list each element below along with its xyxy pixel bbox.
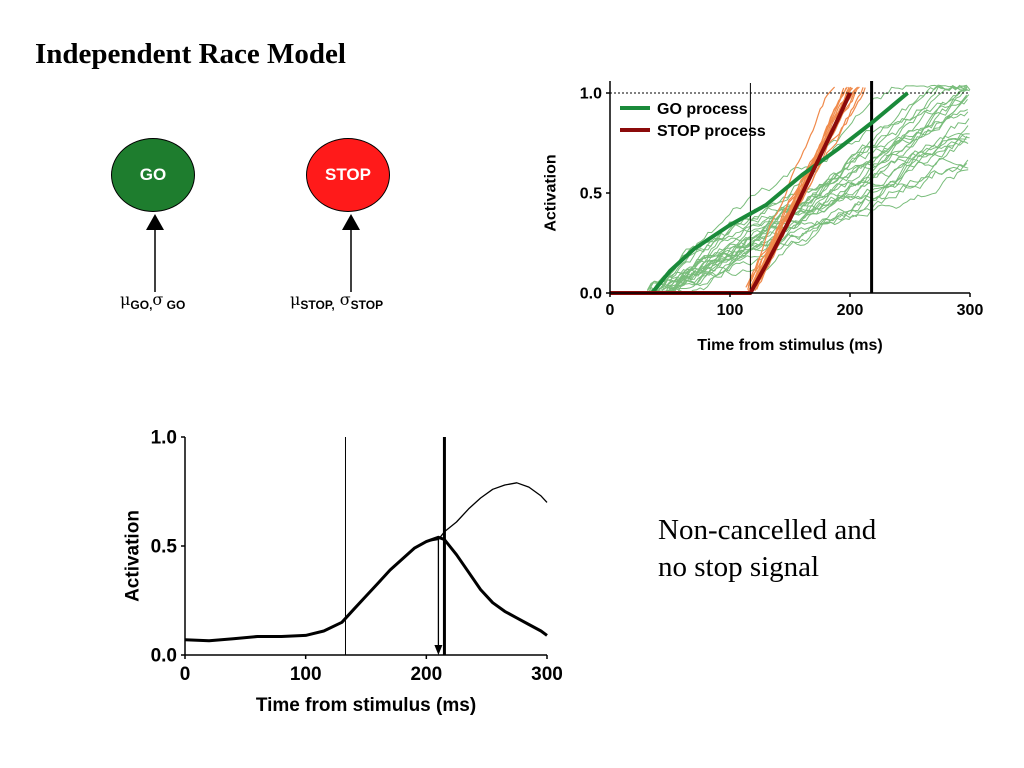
stop-input-arrow [342,214,360,292]
condition-note-line-2: no stop signal [658,551,820,583]
divergence-arrow [434,539,443,655]
go-trial-trace [657,98,968,294]
chart2-y-tick-label: 1.0 [151,428,177,449]
go-node: GO [111,138,195,212]
go-trial-trace [649,84,971,290]
chart2-y-tick-label: 0.0 [151,646,177,667]
go-trial-trace [649,138,967,294]
chart2-y-tick-label: 0.5 [151,537,178,558]
stop-sigma-symbol: σ [334,290,351,309]
go-trial-trace [657,96,968,292]
activation-chart: 0 100 200 300 0.0 0.5 1.0 Time from stimulus (… [123,428,563,716]
go-process-mean-line [610,91,909,295]
legend-label-go: GO process [657,101,748,118]
go-trial-trace [653,135,968,294]
go-trial-trace [664,162,968,294]
slide-title: Independent Race Model [35,38,346,70]
stop-mu-subscript: STOP, [300,298,335,312]
stop-trial-trace [747,86,836,287]
chart1-x-tick-label: 100 [717,302,744,319]
chart1-y-tick-label: 0.0 [580,286,602,303]
go-sigma-subscript: GO [163,298,186,312]
stop-trial-trace [747,87,847,290]
chart2-x-tick-label: 200 [410,664,442,685]
race-model-chart: 0 100 200 300 0.0 0.5 1.0 Time from stimulus (… [543,81,984,354]
chart1-x-tick-label: 200 [837,302,864,319]
go-trial-trace [667,134,970,292]
go-trial-trace [666,94,970,294]
stop-params: μSTOP, σSTOP [290,290,384,312]
chart2-x-tick-label: 100 [290,664,322,685]
chart2-x-tick-label: 300 [531,664,563,685]
go-node-label: GO [139,165,167,184]
chart1-x-tick-label: 0 [606,302,615,319]
go-mu-subscript: GO, [130,298,153,312]
go-trial-trace [668,140,969,294]
go-trial-trace [673,118,970,291]
y-axis-label: Activation [543,154,560,231]
stop-mu-symbol: μ [290,290,301,309]
go-params: μGO,σ GO [120,290,186,312]
non-cancelled-trace [184,535,548,643]
go-trial-trace [654,111,969,294]
legend: GO process STOP process [620,101,766,140]
go-trial-trace [668,159,969,290]
stop-sigma-subscript: STOP [350,298,384,312]
chart1-y-tick-label: 0.5 [580,186,602,203]
go-sigma-symbol: σ [152,290,164,309]
arrow-head [434,645,443,655]
y-axis-label: Activation [123,510,144,602]
go-trial-trace [646,89,968,291]
go-mu-symbol: μ [120,290,131,309]
go-input-arrow [146,214,164,292]
stop-node-label: STOP [325,165,371,184]
x-axis-label: Time from stimulus (ms) [697,337,883,354]
no-stop-signal-trace [184,482,548,642]
condition-note: Non-cancelled and no stop signal [658,512,876,586]
condition-note-line-1: Non-cancelled and [658,514,877,546]
stop-node: STOP [306,138,390,212]
legend-label-stop: STOP process [657,123,766,140]
go-trial-trace [653,137,967,294]
chart2-x-tick-label: 0 [180,664,191,685]
activation-traces [184,482,548,643]
chart1-y-tick-label: 1.0 [580,86,602,103]
go-trial-trace [658,157,969,291]
x-axis-label: Time from stimulus (ms) [256,695,476,716]
chart1-x-tick-label: 300 [957,302,984,319]
